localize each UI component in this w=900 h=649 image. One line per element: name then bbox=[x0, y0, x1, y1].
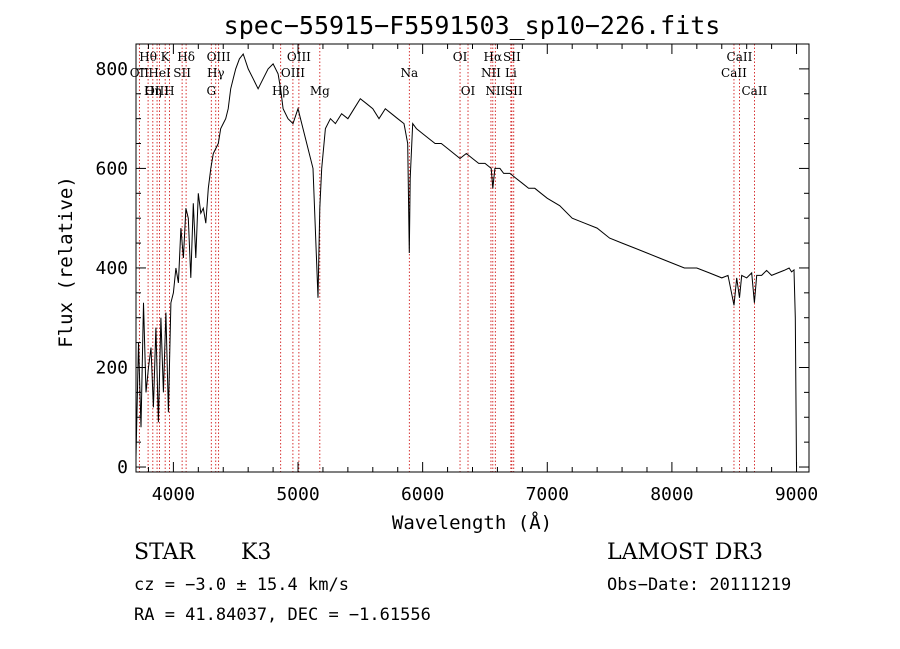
emission-line-markers bbox=[138, 44, 755, 472]
y-axis-label: Flux (relative) bbox=[55, 176, 77, 348]
y-tick-label: 600 bbox=[95, 158, 128, 179]
x-axis-label: Wavelength (Å) bbox=[392, 511, 552, 534]
line-label: SII bbox=[173, 66, 191, 80]
y-tick-label: 200 bbox=[95, 357, 128, 378]
y-tick-label: 400 bbox=[95, 258, 128, 279]
line-label: OIII bbox=[207, 50, 231, 64]
coordinates-text: RA = 41.84037, DEC = −1.61556 bbox=[134, 605, 431, 625]
line-label: Hθ bbox=[139, 50, 157, 64]
line-label: OI bbox=[461, 84, 476, 98]
x-tick-label: 6000 bbox=[401, 484, 444, 505]
line-label: K bbox=[161, 50, 171, 64]
line-label: Mg bbox=[310, 84, 330, 98]
line-label: CaII bbox=[727, 50, 753, 64]
object-subclass: K3 bbox=[241, 540, 271, 565]
line-label: SII bbox=[503, 50, 521, 64]
line-label: NII bbox=[485, 84, 505, 98]
y-axis-ticks: 0 200 400 600 800 bbox=[95, 59, 809, 478]
line-label: Hγ bbox=[207, 66, 225, 80]
y-tick-label: 0 bbox=[117, 457, 128, 478]
line-label: OII bbox=[130, 66, 150, 80]
line-label: H bbox=[164, 84, 174, 98]
survey-name: LAMOST DR3 bbox=[607, 540, 763, 565]
x-tick-label: 7000 bbox=[526, 484, 569, 505]
line-label: OI bbox=[453, 50, 468, 64]
line-label: CaII bbox=[721, 66, 747, 80]
obs-date-text: Obs−Date: 20111219 bbox=[607, 575, 791, 595]
x-tick-label: 8000 bbox=[650, 484, 693, 505]
x-tick-label: 9000 bbox=[775, 484, 818, 505]
y-tick-label: 800 bbox=[95, 59, 128, 80]
line-label: OIII bbox=[281, 66, 305, 80]
line-label: Hα bbox=[484, 50, 503, 64]
redshift-text: cz = −3.0 ± 15.4 km/s bbox=[134, 575, 349, 595]
object-class: STAR bbox=[134, 540, 196, 565]
line-label: CaII bbox=[741, 84, 767, 98]
line-label: HeI bbox=[148, 66, 171, 80]
x-axis-ticks: 4000 5000 6000 7000 8000 9000 bbox=[147, 44, 818, 505]
line-label: Hδ bbox=[177, 50, 195, 64]
line-label: OIII bbox=[287, 50, 311, 64]
line-label: Li bbox=[505, 66, 517, 80]
line-label: Na bbox=[400, 66, 418, 80]
flux-line bbox=[135, 52, 797, 468]
x-tick-label: 4000 bbox=[152, 484, 195, 505]
line-label: OIII bbox=[145, 84, 169, 98]
line-label: Hη bbox=[144, 84, 162, 98]
line-label: G bbox=[206, 84, 216, 98]
x-tick-label: 5000 bbox=[276, 484, 319, 505]
line-label: NII bbox=[481, 66, 501, 80]
line-label: SII bbox=[505, 84, 523, 98]
chart-title: spec−55915−F5591503_sp10−226.fits bbox=[224, 11, 721, 40]
plot-frame bbox=[135, 43, 810, 473]
